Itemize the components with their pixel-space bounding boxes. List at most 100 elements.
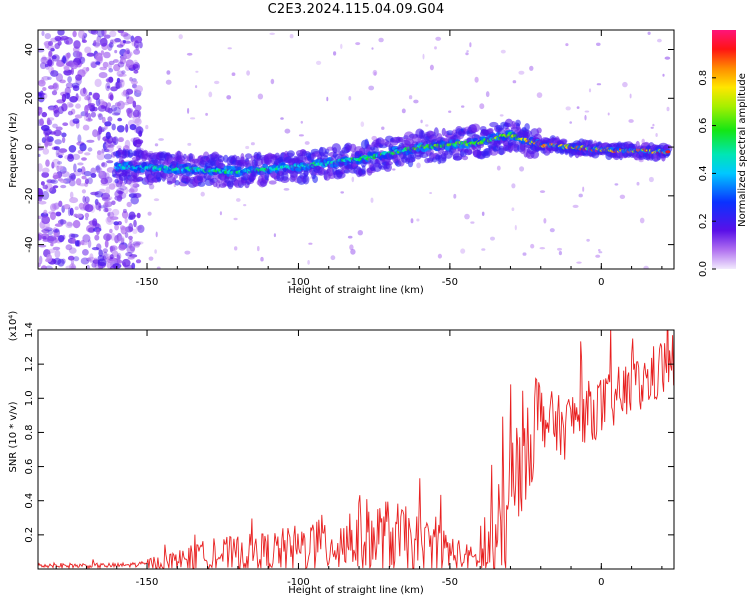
noise-speckle [114,190,123,199]
noise-speckle [280,117,284,120]
noise-speckle [48,50,53,57]
noise-speckle [108,68,114,73]
noise-speckle [38,79,46,87]
noise-speckle [132,64,139,69]
noise-speckle [68,145,77,153]
signal-halo [245,153,252,159]
noise-speckle [111,250,119,258]
noise-speckle [118,244,127,251]
noise-speckle [113,106,121,116]
noise-speckle [485,91,490,98]
noise-speckle [307,260,310,265]
noise-speckle [257,93,264,100]
noise-speckle [355,42,361,46]
noise-speckle [105,131,111,140]
spectrogram-ytick-label: -20 [24,188,35,204]
noise-speckle [111,123,116,131]
colorbar-tick-label: 0.2 [698,213,709,229]
noise-speckle [114,102,122,107]
noise-speckle [83,112,88,121]
noise-speckle [83,170,92,177]
snr-xtick-label: 0 [598,577,604,588]
noise-speckle [101,162,105,167]
noise-speckle [41,171,50,178]
noise-speckle [381,126,385,130]
noise-speckle [38,196,43,202]
signal-halo [498,145,505,156]
noise-speckle [113,63,121,72]
noise-speckle [184,250,191,255]
signal-halo [530,150,540,159]
noise-speckle [147,211,152,216]
noise-speckle [226,95,232,100]
noise-speckle [125,252,133,257]
snr-yscale-label: (x10⁴) [8,311,19,342]
spectrogram-heatmap [38,30,673,269]
noise-speckle [120,32,129,37]
noise-speckle [420,119,423,124]
noise-speckle [116,77,121,83]
noise-speckle [110,86,118,92]
noise-speckle [662,73,665,77]
noise-speckle [133,192,142,199]
spectrogram-xlabel: Height of straight line (km) [288,285,424,296]
noise-speckle [82,249,89,256]
noise-speckle [371,47,374,50]
noise-speckle [133,219,137,228]
noise-speckle [133,40,140,49]
noise-speckle [38,234,42,241]
noise-speckle [89,105,96,112]
noise-speckle [41,137,47,144]
noise-speckle [326,96,329,102]
noise-speckle [108,76,114,83]
noise-speckle [350,248,356,255]
noise-speckle [128,193,137,198]
noise-speckle [67,207,72,217]
noise-speckle [114,49,118,54]
noise-speckle [94,78,102,88]
noise-speckle [119,185,127,191]
noise-speckle [360,121,365,127]
noise-speckle [135,139,144,145]
noise-speckle [128,242,133,249]
noise-speckle [481,211,485,216]
noise-speckle [108,42,114,48]
noise-speckle [300,120,303,124]
noise-speckle [105,82,111,92]
noise-speckle [514,224,517,231]
noise-speckle [42,184,49,190]
noise-speckle [90,191,99,196]
noise-speckle [114,81,123,89]
noise-speckle [60,184,67,189]
signal-halo [216,163,226,170]
noise-speckle [371,135,378,141]
colorbar-tick-label: 0.0 [698,261,709,277]
noise-speckle [41,124,50,132]
noise-speckle [86,139,95,143]
noise-speckle [84,204,94,213]
noise-speckle [41,215,51,225]
noise-speckle [102,248,109,253]
noise-speckle [284,128,291,134]
noise-speckle [117,259,123,264]
noise-speckle [51,55,57,60]
noise-speckle [158,138,165,141]
noise-speckle [124,232,129,238]
noise-speckle [61,258,66,264]
noise-speckle [374,71,377,76]
noise-speckle [125,123,129,133]
noise-speckle [60,171,70,178]
noise-speckle [474,76,479,83]
signal-halo [536,127,542,134]
noise-speckle [437,253,442,259]
noise-speckle [269,32,276,35]
chart-title: C2E3.2024.115.04.09.G04 [267,2,445,17]
noise-speckle [378,37,384,43]
noise-speckle [103,207,109,213]
noise-speckle [68,179,76,187]
colorbar-tick-label: 0.8 [698,70,709,86]
noise-speckle [145,124,149,130]
noise-speckle [110,232,116,241]
noise-speckle [134,242,140,248]
noise-speckle [46,254,53,263]
